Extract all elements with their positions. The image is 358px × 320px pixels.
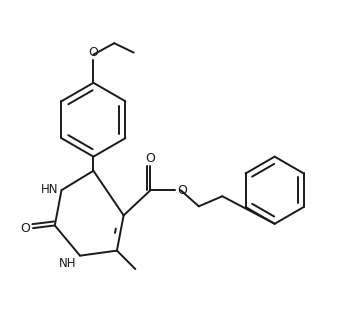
Text: NH: NH <box>59 257 77 270</box>
Text: O: O <box>146 152 155 165</box>
Text: O: O <box>20 222 30 235</box>
Text: HN: HN <box>41 183 59 196</box>
Text: O: O <box>88 46 98 59</box>
Text: O: O <box>177 184 187 197</box>
